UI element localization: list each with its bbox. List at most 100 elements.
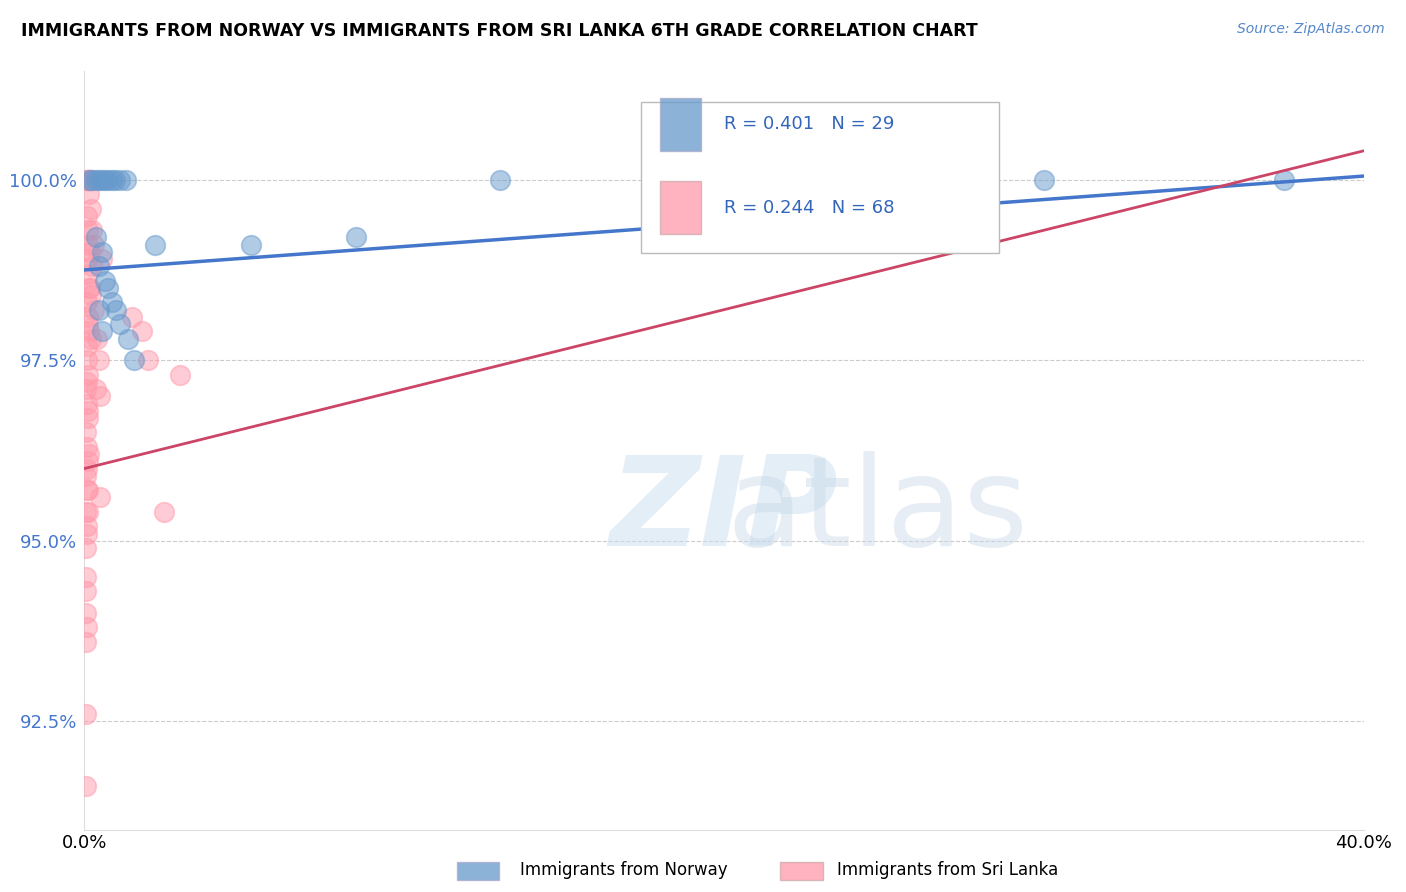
Point	[75, 779, 97, 793]
Point	[76, 454, 98, 468]
Point	[77, 172, 100, 186]
Point	[1033, 172, 1056, 186]
Point	[76, 172, 98, 186]
Point	[75, 468, 97, 483]
Point	[122, 353, 145, 368]
Text: ZIP: ZIP	[610, 450, 838, 572]
Text: Immigrants from Sri Lanka: Immigrants from Sri Lanka	[837, 861, 1057, 879]
Point	[82, 260, 104, 274]
Point	[75, 706, 97, 721]
Point	[94, 172, 117, 186]
Point	[108, 172, 131, 186]
Point	[91, 324, 114, 338]
Point	[77, 505, 100, 519]
Text: R = 0.244   N = 68: R = 0.244 N = 68	[724, 199, 894, 217]
Point	[76, 461, 98, 475]
Point	[76, 209, 98, 223]
Point	[489, 172, 512, 186]
Point	[86, 332, 108, 346]
Point	[76, 317, 98, 331]
Point	[75, 541, 97, 555]
Point	[138, 353, 160, 368]
Point	[344, 230, 367, 244]
Point	[87, 260, 110, 274]
FancyBboxPatch shape	[641, 102, 1000, 253]
Point	[84, 172, 107, 186]
Point	[75, 425, 97, 440]
Point	[76, 620, 98, 634]
Point	[75, 382, 97, 396]
Point	[239, 237, 262, 252]
Point	[75, 584, 97, 599]
Point	[77, 281, 100, 295]
Point	[76, 483, 98, 498]
Point	[75, 505, 97, 519]
Point	[75, 172, 97, 186]
Point	[83, 237, 105, 252]
Point	[117, 332, 139, 346]
Point	[153, 505, 176, 519]
Point	[89, 389, 111, 403]
Point	[108, 317, 131, 331]
Point	[77, 447, 100, 461]
Point	[82, 172, 104, 186]
Point	[87, 302, 110, 317]
Point	[89, 491, 111, 505]
FancyBboxPatch shape	[661, 98, 702, 151]
Text: Immigrants from Norway: Immigrants from Norway	[520, 861, 728, 879]
Point	[121, 310, 143, 324]
Point	[77, 411, 100, 425]
Point	[75, 606, 97, 620]
Point	[80, 202, 103, 216]
Point	[76, 295, 98, 310]
Point	[76, 526, 98, 541]
Point	[77, 237, 100, 252]
Point	[1272, 172, 1295, 186]
Text: atlas: atlas	[727, 450, 1029, 572]
Point	[87, 172, 110, 186]
Point	[91, 244, 114, 259]
Point	[169, 368, 191, 382]
Point	[76, 483, 98, 498]
Point	[105, 302, 128, 317]
Point	[100, 172, 122, 186]
Point	[115, 172, 138, 186]
Point	[76, 223, 98, 237]
Point	[77, 324, 100, 338]
Point	[91, 252, 114, 266]
Point	[84, 230, 107, 244]
Point	[97, 281, 120, 295]
Point	[77, 172, 100, 186]
Text: Source: ZipAtlas.com: Source: ZipAtlas.com	[1237, 22, 1385, 37]
Point	[77, 267, 100, 281]
Point	[80, 172, 103, 186]
Point	[77, 403, 100, 417]
Point	[80, 288, 103, 302]
Point	[76, 396, 98, 410]
Point	[76, 252, 98, 266]
Point	[91, 172, 114, 186]
Point	[83, 302, 105, 317]
Point	[76, 375, 98, 389]
Point	[79, 244, 101, 259]
Point	[84, 382, 107, 396]
Point	[94, 274, 117, 288]
Point	[100, 295, 122, 310]
Point	[77, 172, 100, 186]
Point	[82, 223, 104, 237]
Point	[76, 339, 98, 353]
Point	[76, 519, 98, 533]
Text: IMMIGRANTS FROM NORWAY VS IMMIGRANTS FROM SRI LANKA 6TH GRADE CORRELATION CHART: IMMIGRANTS FROM NORWAY VS IMMIGRANTS FRO…	[21, 22, 977, 40]
FancyBboxPatch shape	[661, 181, 702, 235]
Point	[75, 570, 97, 584]
Point	[97, 172, 120, 186]
Point	[80, 332, 103, 346]
Text: R = 0.401   N = 29: R = 0.401 N = 29	[724, 115, 894, 134]
Point	[77, 310, 100, 324]
Point	[76, 353, 98, 368]
Point	[79, 172, 101, 186]
Point	[75, 635, 97, 649]
Point	[79, 281, 101, 295]
Point	[77, 368, 100, 382]
Point	[77, 187, 100, 202]
